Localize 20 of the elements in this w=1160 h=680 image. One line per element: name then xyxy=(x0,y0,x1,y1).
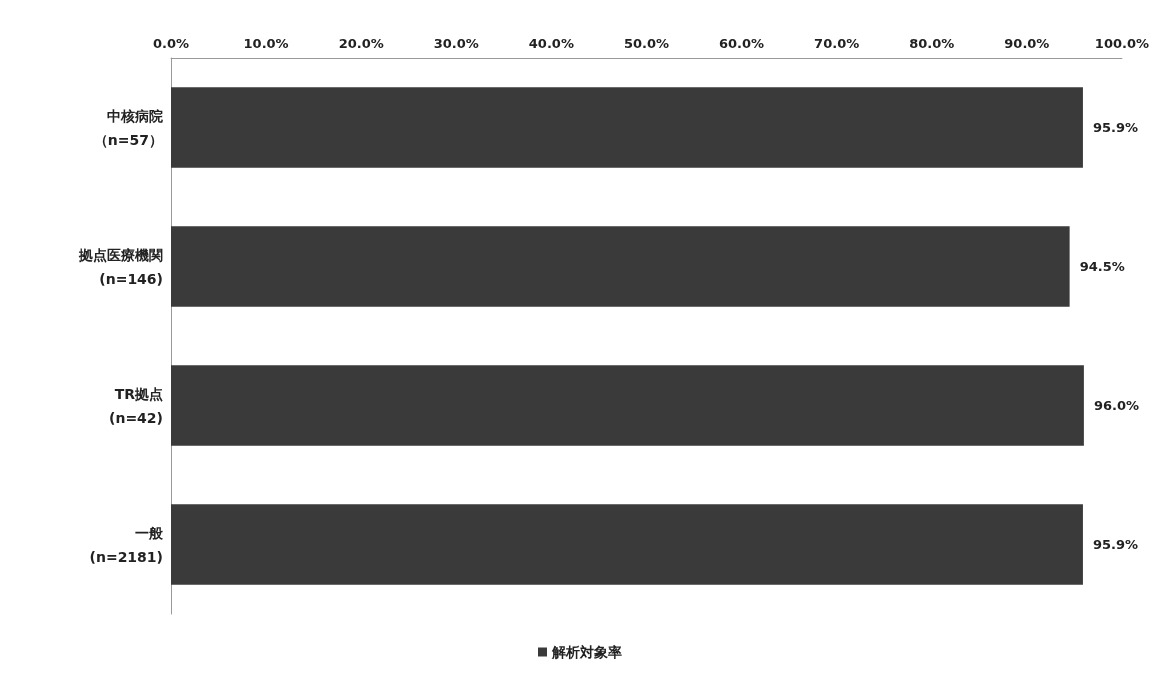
data-label: 94.5% xyxy=(1079,259,1125,274)
x-tick-label: 50.0% xyxy=(623,36,670,51)
x-tick-label: 70.0% xyxy=(814,36,860,51)
data-label: 95.9% xyxy=(1092,537,1139,552)
x-tick-label: 100.0% xyxy=(1094,36,1150,51)
y-tick-label: 拠点医療機関(n=146) xyxy=(78,246,163,287)
x-tick-label: 30.0% xyxy=(433,36,479,51)
x-tick-label: 10.0% xyxy=(243,36,289,51)
y-tick-label: 中核病院（n=57） xyxy=(93,107,163,148)
x-tick-label: 60.0% xyxy=(719,36,765,51)
x-tick-label: 80.0% xyxy=(909,36,955,51)
x-tick-label: 40.0% xyxy=(528,36,574,51)
y-tick-label: 一般(n=2181) xyxy=(89,524,164,565)
x-tick-label: 0.0% xyxy=(152,36,190,51)
y-tick-label: TR拠点(n=42) xyxy=(109,385,163,426)
data-label: 95.9% xyxy=(1092,120,1139,135)
x-tick-label: 20.0% xyxy=(338,36,384,51)
legend-label: 解析対象率 xyxy=(551,644,622,660)
x-tick-label: 90.0% xyxy=(1004,36,1050,51)
data-label: 96.0% xyxy=(1093,398,1139,413)
